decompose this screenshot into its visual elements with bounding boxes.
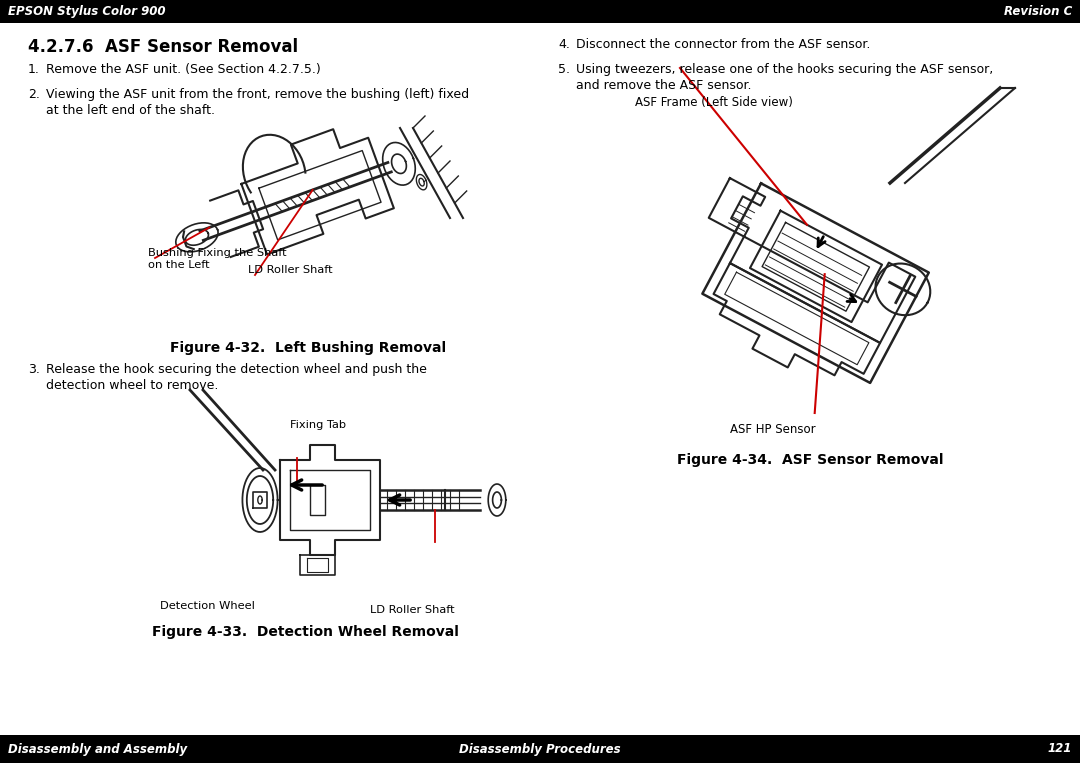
Text: detection wheel to remove.: detection wheel to remove. [46, 379, 218, 392]
Text: Figure 4-32.  Left Bushing Removal: Figure 4-32. Left Bushing Removal [170, 341, 446, 355]
Text: 3.: 3. [28, 363, 40, 376]
Text: ASF Frame (Left Side view): ASF Frame (Left Side view) [635, 96, 793, 109]
Text: and remove the ASF sensor.: and remove the ASF sensor. [576, 79, 752, 92]
Text: Using tweezers, release one of the hooks securing the ASF sensor,: Using tweezers, release one of the hooks… [576, 63, 994, 76]
Text: 4.: 4. [558, 38, 570, 51]
Text: Remove the ASF unit. (See Section 4.2.7.5.): Remove the ASF unit. (See Section 4.2.7.… [46, 63, 321, 76]
Text: Viewing the ASF unit from the front, remove the bushing (left) fixed: Viewing the ASF unit from the front, rem… [46, 88, 469, 101]
Bar [0, 0, 1080, 23]
Text: EPSON Stylus Color 900: EPSON Stylus Color 900 [8, 5, 165, 18]
Text: Figure 4-33.  Detection Wheel Removal: Figure 4-33. Detection Wheel Removal [151, 625, 458, 639]
Text: ASF HP Sensor: ASF HP Sensor [730, 423, 815, 436]
Text: Disassembly and Assembly: Disassembly and Assembly [8, 742, 187, 755]
Text: 4.2.7.6  ASF Sensor Removal: 4.2.7.6 ASF Sensor Removal [28, 38, 298, 56]
Text: Figure 4-34.  ASF Sensor Removal: Figure 4-34. ASF Sensor Removal [677, 453, 943, 467]
Bar [0, 735, 1080, 763]
Text: Revision C: Revision C [1003, 5, 1072, 18]
Text: on the Left: on the Left [148, 260, 210, 270]
Text: 5.: 5. [558, 63, 570, 76]
Text: 1.: 1. [28, 63, 40, 76]
Text: LD Roller Shaft: LD Roller Shaft [248, 265, 333, 275]
Text: Disconnect the connector from the ASF sensor.: Disconnect the connector from the ASF se… [576, 38, 870, 51]
Text: Fixing Tab: Fixing Tab [291, 420, 346, 430]
Text: Bushing Fixing the Shaft: Bushing Fixing the Shaft [148, 248, 286, 258]
Text: Disassembly Procedures: Disassembly Procedures [459, 742, 621, 755]
Text: LD Roller Shaft: LD Roller Shaft [370, 605, 455, 615]
Text: Detection Wheel: Detection Wheel [160, 601, 255, 611]
Text: 2.: 2. [28, 88, 40, 101]
Text: at the left end of the shaft.: at the left end of the shaft. [46, 104, 215, 117]
Text: 121: 121 [1048, 742, 1072, 755]
Text: Release the hook securing the detection wheel and push the: Release the hook securing the detection … [46, 363, 427, 376]
